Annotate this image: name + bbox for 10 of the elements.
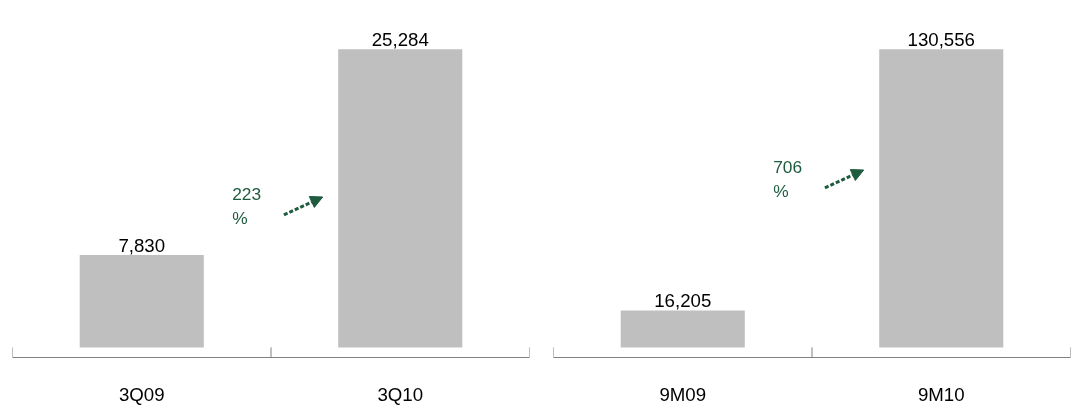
x-tick-label: 3Q09 — [118, 383, 165, 405]
x-tick-label: 9M09 — [659, 383, 707, 405]
data-label: 7,830 — [118, 235, 166, 257]
data-label: 25,284 — [371, 29, 429, 51]
x-tick-label: 3Q10 — [377, 383, 424, 405]
data-label: 16,205 — [654, 290, 712, 312]
annotation: 223 % — [232, 183, 262, 228]
x-tick-label: 9M10 — [917, 383, 965, 405]
data-label: 130,556 — [907, 29, 975, 51]
annotation: 706 % — [773, 156, 803, 201]
